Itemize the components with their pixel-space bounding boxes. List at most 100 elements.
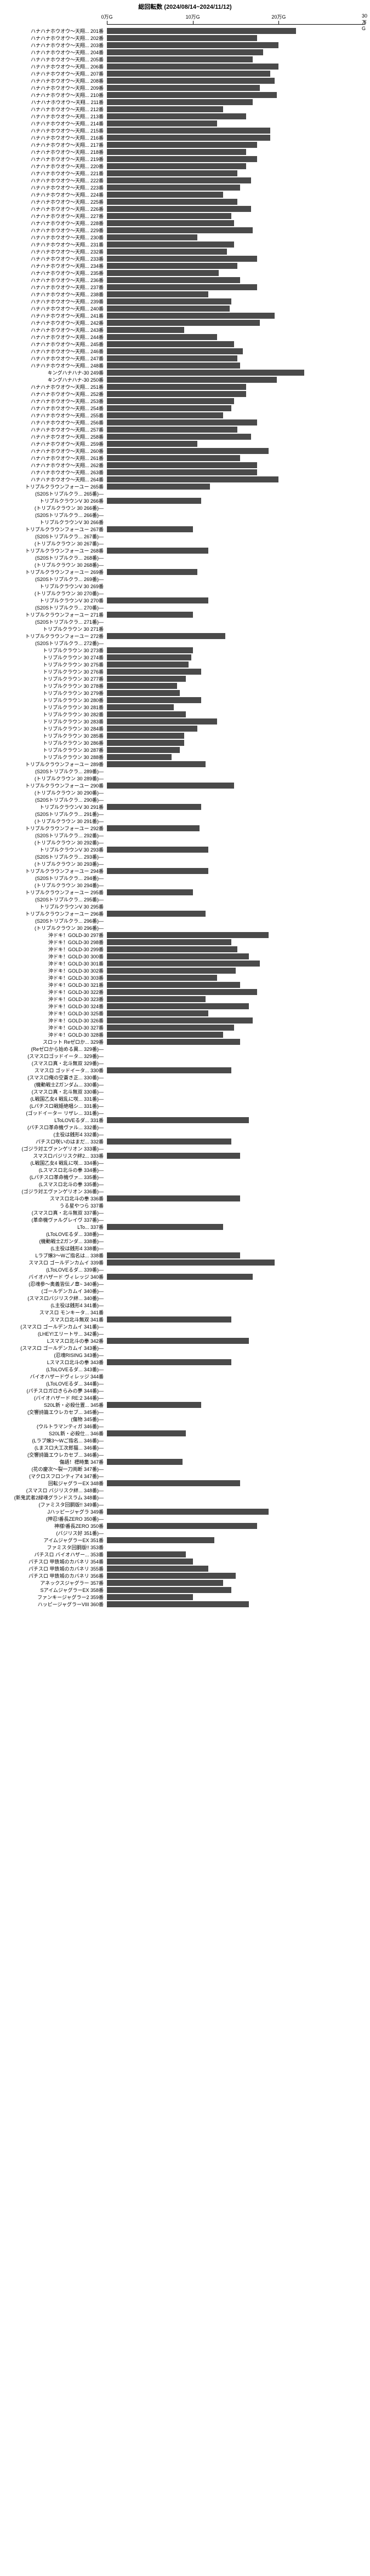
chart-row: (S20Sトリプルクラ... 270番)― [0,604,370,611]
row-label: トリプルクラウンV 30 295番 [0,903,107,910]
chart-row: トリプルクラウンフォーユー 265番 [0,483,370,490]
chart-row: トリプルクラウンV 30 266番 [0,497,370,504]
bar [107,206,251,212]
chart-row: トリプルクラウン 30 278番 [0,682,370,689]
row-label: LTo... 337番 [0,1223,107,1231]
row-label: ハナハナホウオウ～天翔... 239番 [0,298,107,305]
row-label: ハナハナホウオウ～天翔... 235番 [0,269,107,277]
bar [107,711,186,717]
bar-track [107,1344,370,1352]
bar [107,498,201,504]
row-label: ハナハナホウオウ～天翔... 212番 [0,106,107,113]
chart-row: ハナハナホウオウ～天翔... 202番 [0,34,370,42]
row-label: ハナハナホウオウ～天翔... 218番 [0,148,107,156]
chart-row: (LToLOVEるダ... 338番)― [0,1231,370,1238]
bar [107,733,184,739]
bar-track [107,1309,370,1316]
bar-track [107,1501,370,1508]
chart-row: (スマスロ俺の空蒼き正... 330番)― [0,1074,370,1081]
bar [107,968,236,974]
row-label: Lスマスロ北斗の拳 342番 [0,1337,107,1344]
bar-track [107,803,370,810]
row-label: (Reゼロから始める異... 329番)― [0,1045,107,1053]
chart-row: 沖ドキ！GOLD-30 322番 [0,988,370,996]
chart-row: ハナハナホウオウ～天翔... 237番 [0,284,370,291]
bar [107,192,223,198]
bar-track [107,1544,370,1551]
bar-track [107,554,370,561]
bar-track [107,1394,370,1401]
bar [107,548,208,554]
bar [107,242,234,248]
bar-track [107,355,370,362]
bar-track [107,853,370,860]
chart-row: 沖ドキ！GOLD-30 299番 [0,946,370,953]
chart-row: トリプルクラウン 30 279番 [0,689,370,697]
chart-row: ハナハナホウオウ～天翔... 224番 [0,191,370,198]
chart-row: (S20Sトリプルクラ... 269番)― [0,576,370,583]
bar-track [107,419,370,426]
bar-track [107,711,370,718]
bar-track [107,1053,370,1060]
chart-row: スマスロ北斗の拳 336番 [0,1195,370,1202]
chart-row: 神様!番長ZERO 350番 [0,1522,370,1530]
bar-track [107,163,370,170]
row-label: ハナハナホウオウ～天翔... 264番 [0,476,107,483]
bar [107,85,260,91]
chart-row: ハナハナホウオウ～天翔... 261番 [0,455,370,462]
x-axis: 0万G10万G20万G30万G [0,11,370,27]
chart-row: (ゴジラ対エヴァンゲリオン 333番)― [0,1145,370,1152]
row-label: トリプルクラウンV 30 269番 [0,583,107,590]
row-label: ハナハナホウオウ～天翔... 215番 [0,127,107,134]
row-label: ハナハナホウオウ～天翔... 231番 [0,241,107,248]
row-label: トリプルクラウン 30 277番 [0,675,107,682]
bar [107,1587,231,1593]
bar-track [107,1423,370,1430]
row-label: ハナハナホウオウ～天翔... 232番 [0,248,107,255]
chart-row: (マクロスフロンティア4 347番)― [0,1473,370,1480]
bar-track [107,412,370,419]
bar-track [107,205,370,212]
chart-row: (Lスマスロ北斗の拳 334番)― [0,1166,370,1174]
bar [107,377,277,383]
bar-track [107,1159,370,1166]
bar-track [107,334,370,341]
bar-track [107,568,370,576]
row-label: (押忍!番長ZERO 350番)― [0,1515,107,1522]
bar [107,1003,249,1009]
bar-track [107,789,370,796]
chart-row: ハナハナホウオウ～天翔... 229番 [0,227,370,234]
bar-track [107,376,370,383]
chart-row: (ゴッドイーター リザレ... 331番)― [0,1109,370,1117]
row-label: ハナハナホウオウ～天翔... 253番 [0,398,107,405]
chart-row: ハナハナホウオウ～天翔... 228番 [0,220,370,227]
row-label: (忍魂RISING 343番)― [0,1352,107,1359]
row-label: ハナハナホウオウ～天翔... 263番 [0,469,107,476]
row-label: ハナハナホウオウ～天翔... 214番 [0,120,107,127]
chart-row: (バイオハザード RE:2 344番)― [0,1394,370,1401]
bar-track [107,1586,370,1594]
row-label: ハナハナホウオウ～天翔... 237番 [0,284,107,291]
chart-row: (交響詩篇エウレカセブ... 345番)― [0,1408,370,1416]
bar [107,690,180,696]
chart-row: ハナハナホウオウ～天翔... 258番 [0,433,370,440]
bar-track [107,1131,370,1138]
bar-track [107,319,370,326]
row-label: トリプルクラウン 30 275番 [0,661,107,668]
bar-track [107,697,370,704]
bar-track [107,1117,370,1124]
chart-rows: ハナハナホウオウ～天翔... 201番ハナハナホウオウ～天翔... 202番ハナ… [0,27,370,1608]
row-label: (スマスロ バジリスク絆... 348番)― [0,1487,107,1494]
bar [107,412,223,418]
chart-row: トリプルクラウンV 30 269番 [0,583,370,590]
row-label: 沖ドキ！GOLD-30 323番 [0,996,107,1003]
chart-row: トリプルクラウン 30 277番 [0,675,370,682]
bar-track [107,725,370,732]
row-label: (交響詩篇エウレカセブ... 346番)― [0,1451,107,1458]
row-label: (バイオハザード RE:2 344番)― [0,1394,107,1401]
bar-track [107,63,370,70]
bar-track [107,867,370,875]
bar-track [107,1024,370,1031]
bar-track [107,1174,370,1181]
bar-track [107,1380,370,1387]
